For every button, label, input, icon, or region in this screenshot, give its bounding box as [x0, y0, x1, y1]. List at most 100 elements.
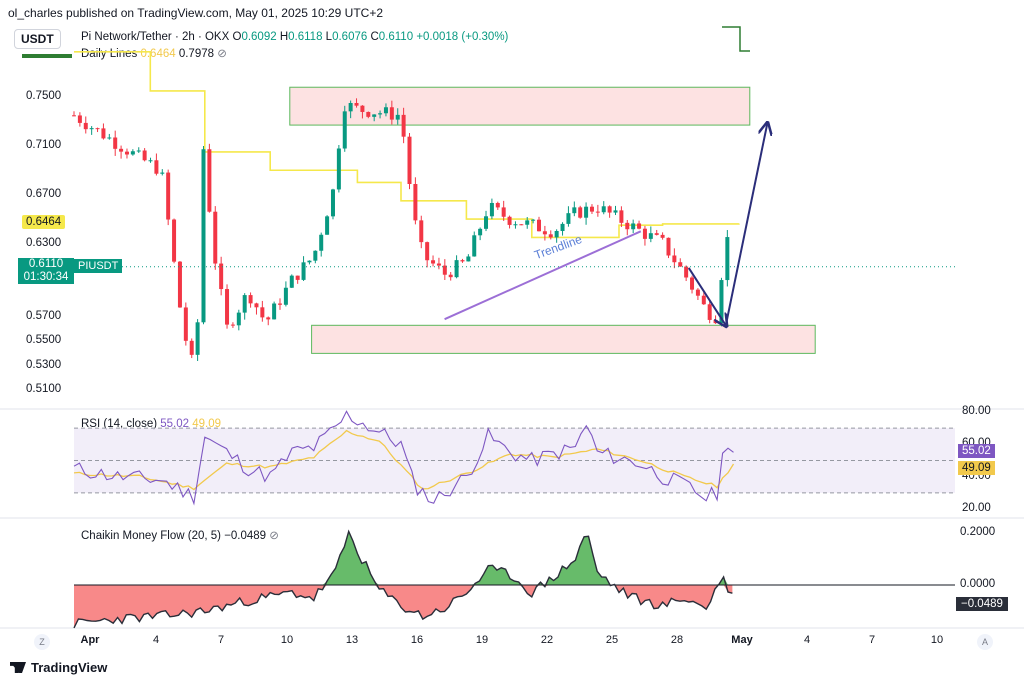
cmf-legend: Chaikin Money Flow (20, 5) −0.0489 ⊘ — [81, 528, 279, 542]
time-tick: May — [731, 634, 753, 646]
high-value: 0.6118 — [288, 31, 323, 43]
rsi-band — [74, 428, 955, 493]
candle-body — [489, 202, 494, 217]
candle-body — [725, 237, 730, 281]
cmf-negative-area — [74, 585, 733, 628]
candle-body — [513, 224, 518, 226]
eye-off-icon[interactable]: ⊘ — [217, 48, 227, 60]
candle-body — [154, 160, 159, 174]
candle-body — [348, 103, 353, 112]
candle-body — [425, 242, 430, 261]
rsi-value-badge: 55.02 — [958, 444, 995, 459]
time-tick: 22 — [540, 634, 554, 646]
cmf-value: −0.0489 — [224, 530, 267, 542]
candle-body — [378, 113, 383, 115]
candle-body — [542, 231, 547, 235]
candle-body — [536, 219, 541, 232]
symbol-tag: PIUSDT — [74, 258, 123, 273]
candle-body — [531, 219, 536, 221]
tradingview-logo: TradingView — [10, 660, 107, 675]
time-tick: 25 — [605, 634, 619, 646]
tradingview-mark-icon — [10, 662, 26, 673]
candle-body — [372, 114, 377, 117]
eye-off-icon[interactable]: ⊘ — [269, 530, 279, 542]
candle-body — [254, 303, 259, 308]
candle-body — [219, 263, 224, 290]
candle-body — [336, 148, 341, 190]
candle-body — [442, 265, 447, 275]
rsi-ma-badge: 49.09 — [958, 460, 995, 475]
candle-body — [660, 234, 665, 238]
candle-body — [383, 107, 388, 114]
zone-resistance — [289, 86, 751, 126]
candle-body — [307, 260, 312, 263]
candle-body — [130, 151, 135, 155]
rsi-legend: RSI (14, close) 55.02 49.09 — [81, 418, 221, 430]
candle-body — [554, 230, 559, 238]
candle-body — [101, 128, 106, 139]
cmf-positive-area — [74, 531, 733, 585]
candle-body — [431, 260, 436, 264]
price-tick: 0.5300 — [26, 358, 62, 371]
candle-body — [466, 256, 471, 262]
candles — [72, 98, 730, 361]
open-value: 0.6092 — [241, 31, 277, 43]
candle-body — [601, 206, 606, 213]
daily-line — [74, 51, 740, 239]
candle-body — [148, 160, 153, 162]
candle-body — [648, 233, 653, 239]
rsi-label[interactable]: RSI (14, close) — [81, 418, 158, 430]
candle-body — [625, 222, 630, 230]
trendline — [444, 230, 642, 321]
time-tick: 10 — [930, 634, 944, 646]
rsi-line — [73, 410, 734, 506]
low-label: L — [325, 31, 333, 43]
candle-body — [448, 274, 453, 278]
time-tick: Apr — [80, 634, 100, 646]
rsi-ma-value: 49.09 — [192, 418, 222, 430]
close-value: 0.6110 — [378, 31, 414, 43]
candle-body — [519, 224, 524, 226]
candle-body — [654, 233, 659, 235]
candle-body — [95, 128, 100, 130]
candle-body — [484, 216, 489, 229]
cmf-label[interactable]: Chaikin Money Flow (20, 5) — [81, 530, 221, 542]
auto-scale-button[interactable]: A — [977, 634, 993, 650]
close-label: C — [370, 31, 379, 43]
symbol-title[interactable]: Pi Network/Tether · 2h · OKX — [81, 31, 230, 43]
candle-body — [525, 220, 530, 225]
candle-body — [389, 107, 394, 120]
time-tick: 7 — [217, 634, 225, 646]
candle-body — [678, 262, 683, 267]
candle-body — [278, 303, 283, 305]
candle-body — [366, 111, 371, 117]
candle-body — [589, 206, 594, 212]
cmf-tick: 0.2000 — [960, 526, 996, 538]
candle-body — [325, 216, 330, 235]
rsi-ma-line — [73, 429, 735, 491]
time-tick: 13 — [345, 634, 359, 646]
candle-body — [395, 114, 400, 120]
candle-body — [613, 210, 618, 213]
time-tick: 19 — [475, 634, 489, 646]
candle-body — [295, 275, 300, 280]
candle-body — [642, 228, 647, 239]
price-tick: 0.6300 — [26, 236, 62, 249]
daily-line-upper — [722, 26, 750, 52]
time-tick: 16 — [410, 634, 424, 646]
price-tick: 0.5100 — [26, 383, 62, 395]
candle-body — [548, 234, 553, 238]
candle-body — [77, 115, 82, 123]
candle-body — [107, 137, 112, 139]
candle-body — [501, 207, 506, 217]
daily-lines-label[interactable]: Daily Lines — [81, 48, 138, 60]
projection-arrow — [724, 124, 767, 326]
candle-body — [113, 137, 118, 149]
price-tick: 0.6700 — [26, 187, 62, 200]
price-tick: 0.5700 — [26, 309, 62, 322]
currency-pill[interactable]: USDT — [14, 29, 61, 49]
zoom-reset-button[interactable]: Z — [34, 634, 50, 650]
candle-body — [342, 111, 347, 149]
candle-body — [195, 322, 200, 355]
